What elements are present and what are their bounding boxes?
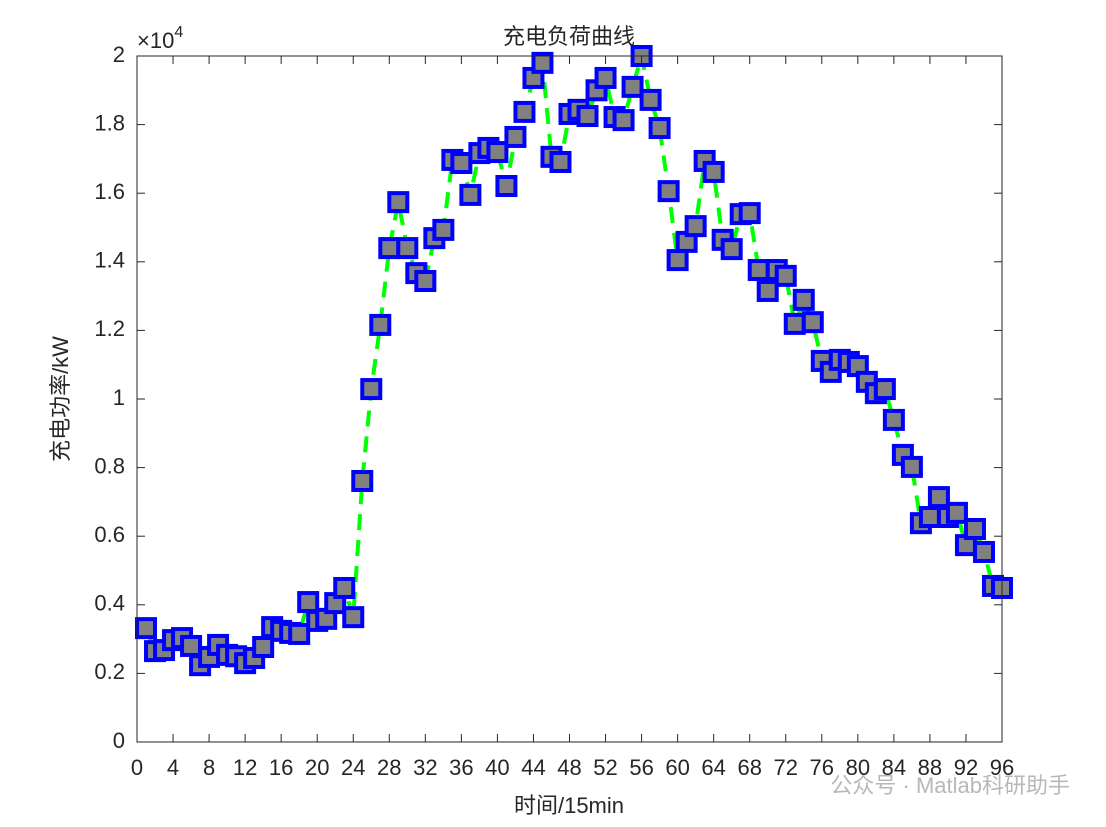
- marker: [639, 88, 662, 111]
- x-tick-label: 44: [521, 755, 545, 780]
- x-tick-label: 12: [233, 755, 257, 780]
- marker: [531, 51, 554, 74]
- x-tick-label: 0: [131, 755, 143, 780]
- x-tick-label: 80: [846, 755, 870, 780]
- marker: [621, 75, 644, 98]
- marker: [657, 180, 680, 203]
- x-tick-label: 92: [954, 755, 978, 780]
- y-multiplier-base: ×10: [137, 28, 174, 53]
- marker: [333, 576, 356, 599]
- marker: [612, 109, 635, 132]
- marker: [702, 160, 725, 183]
- x-tick-label: 16: [269, 755, 293, 780]
- marker: [882, 408, 905, 431]
- x-tick-label: 84: [882, 755, 906, 780]
- x-tick-label: 8: [203, 755, 215, 780]
- marker: [432, 218, 455, 241]
- x-tick-label: 4: [167, 755, 179, 780]
- marker: [513, 100, 536, 123]
- marker: [369, 313, 392, 336]
- y-multiplier: ×104: [137, 24, 183, 53]
- y-tick-label: 0.2: [94, 659, 125, 684]
- x-tick-label: 40: [485, 755, 509, 780]
- marker: [972, 540, 995, 563]
- x-tick-label: 24: [341, 755, 365, 780]
- marker: [774, 264, 797, 287]
- marker: [486, 141, 509, 164]
- marker: [549, 150, 572, 173]
- y-tick-label: 2: [113, 42, 125, 67]
- marker: [738, 202, 761, 225]
- marker: [792, 288, 815, 311]
- marker: [351, 469, 374, 492]
- marker: [945, 501, 968, 524]
- marker: [900, 455, 923, 478]
- marker: [684, 215, 707, 238]
- marker: [288, 622, 311, 645]
- marker: [927, 486, 950, 509]
- x-tick-label: 88: [918, 755, 942, 780]
- x-tick-label: 48: [557, 755, 581, 780]
- marker: [459, 183, 482, 206]
- marker: [396, 237, 419, 260]
- marker: [720, 238, 743, 261]
- y-tick-label: 0.6: [94, 522, 125, 547]
- x-tick-label: 60: [665, 755, 689, 780]
- marker: [783, 312, 806, 335]
- marker: [504, 125, 527, 148]
- y-tick-label: 1.6: [94, 179, 125, 204]
- marks: [135, 45, 1013, 677]
- y-multiplier-exponent: 4: [174, 24, 183, 41]
- y-tick-label: 1.4: [94, 248, 125, 273]
- marker: [360, 378, 383, 401]
- marker: [180, 634, 203, 657]
- marker: [594, 66, 617, 89]
- marker: [414, 270, 437, 293]
- chart-title: 充电负荷曲线: [503, 24, 635, 49]
- marker: [756, 279, 779, 302]
- marker: [252, 635, 275, 658]
- y-tick-label: 1.2: [94, 316, 125, 341]
- marker: [135, 617, 158, 640]
- y-tick-label: 0.4: [94, 591, 125, 616]
- y-tick-label: 1.8: [94, 110, 125, 135]
- y-axis-label: 充电功率/kW: [48, 336, 73, 462]
- y-tick-label: 1: [113, 385, 125, 410]
- x-axis-label: 时间/15min: [514, 793, 624, 818]
- x-tick-label: 36: [449, 755, 473, 780]
- marker: [747, 259, 770, 282]
- y-tick-label: 0.8: [94, 453, 125, 478]
- marker: [873, 378, 896, 401]
- x-tick-label: 68: [737, 755, 761, 780]
- x-tick-label: 96: [990, 755, 1014, 780]
- x-tick-label: 64: [701, 755, 725, 780]
- marker: [666, 249, 689, 272]
- marker: [801, 311, 824, 334]
- marker: [576, 105, 599, 128]
- marker: [963, 517, 986, 540]
- x-tick-label: 56: [629, 755, 653, 780]
- marker: [648, 117, 671, 140]
- x-tick-label: 32: [413, 755, 437, 780]
- x-tick-label: 52: [593, 755, 617, 780]
- marker: [378, 237, 401, 260]
- x-tick-label: 76: [810, 755, 834, 780]
- x-tick-label: 20: [305, 755, 329, 780]
- x-tick-label: 72: [774, 755, 798, 780]
- watermark: 公众号 · Matlab科研助手: [830, 773, 1070, 798]
- marker: [495, 174, 518, 197]
- y-tick-label: 0: [113, 728, 125, 753]
- marker: [297, 591, 320, 614]
- x-tick-label: 28: [377, 755, 401, 780]
- marker: [918, 505, 941, 528]
- marker: [450, 152, 473, 175]
- marker: [387, 191, 410, 214]
- marker: [342, 606, 365, 629]
